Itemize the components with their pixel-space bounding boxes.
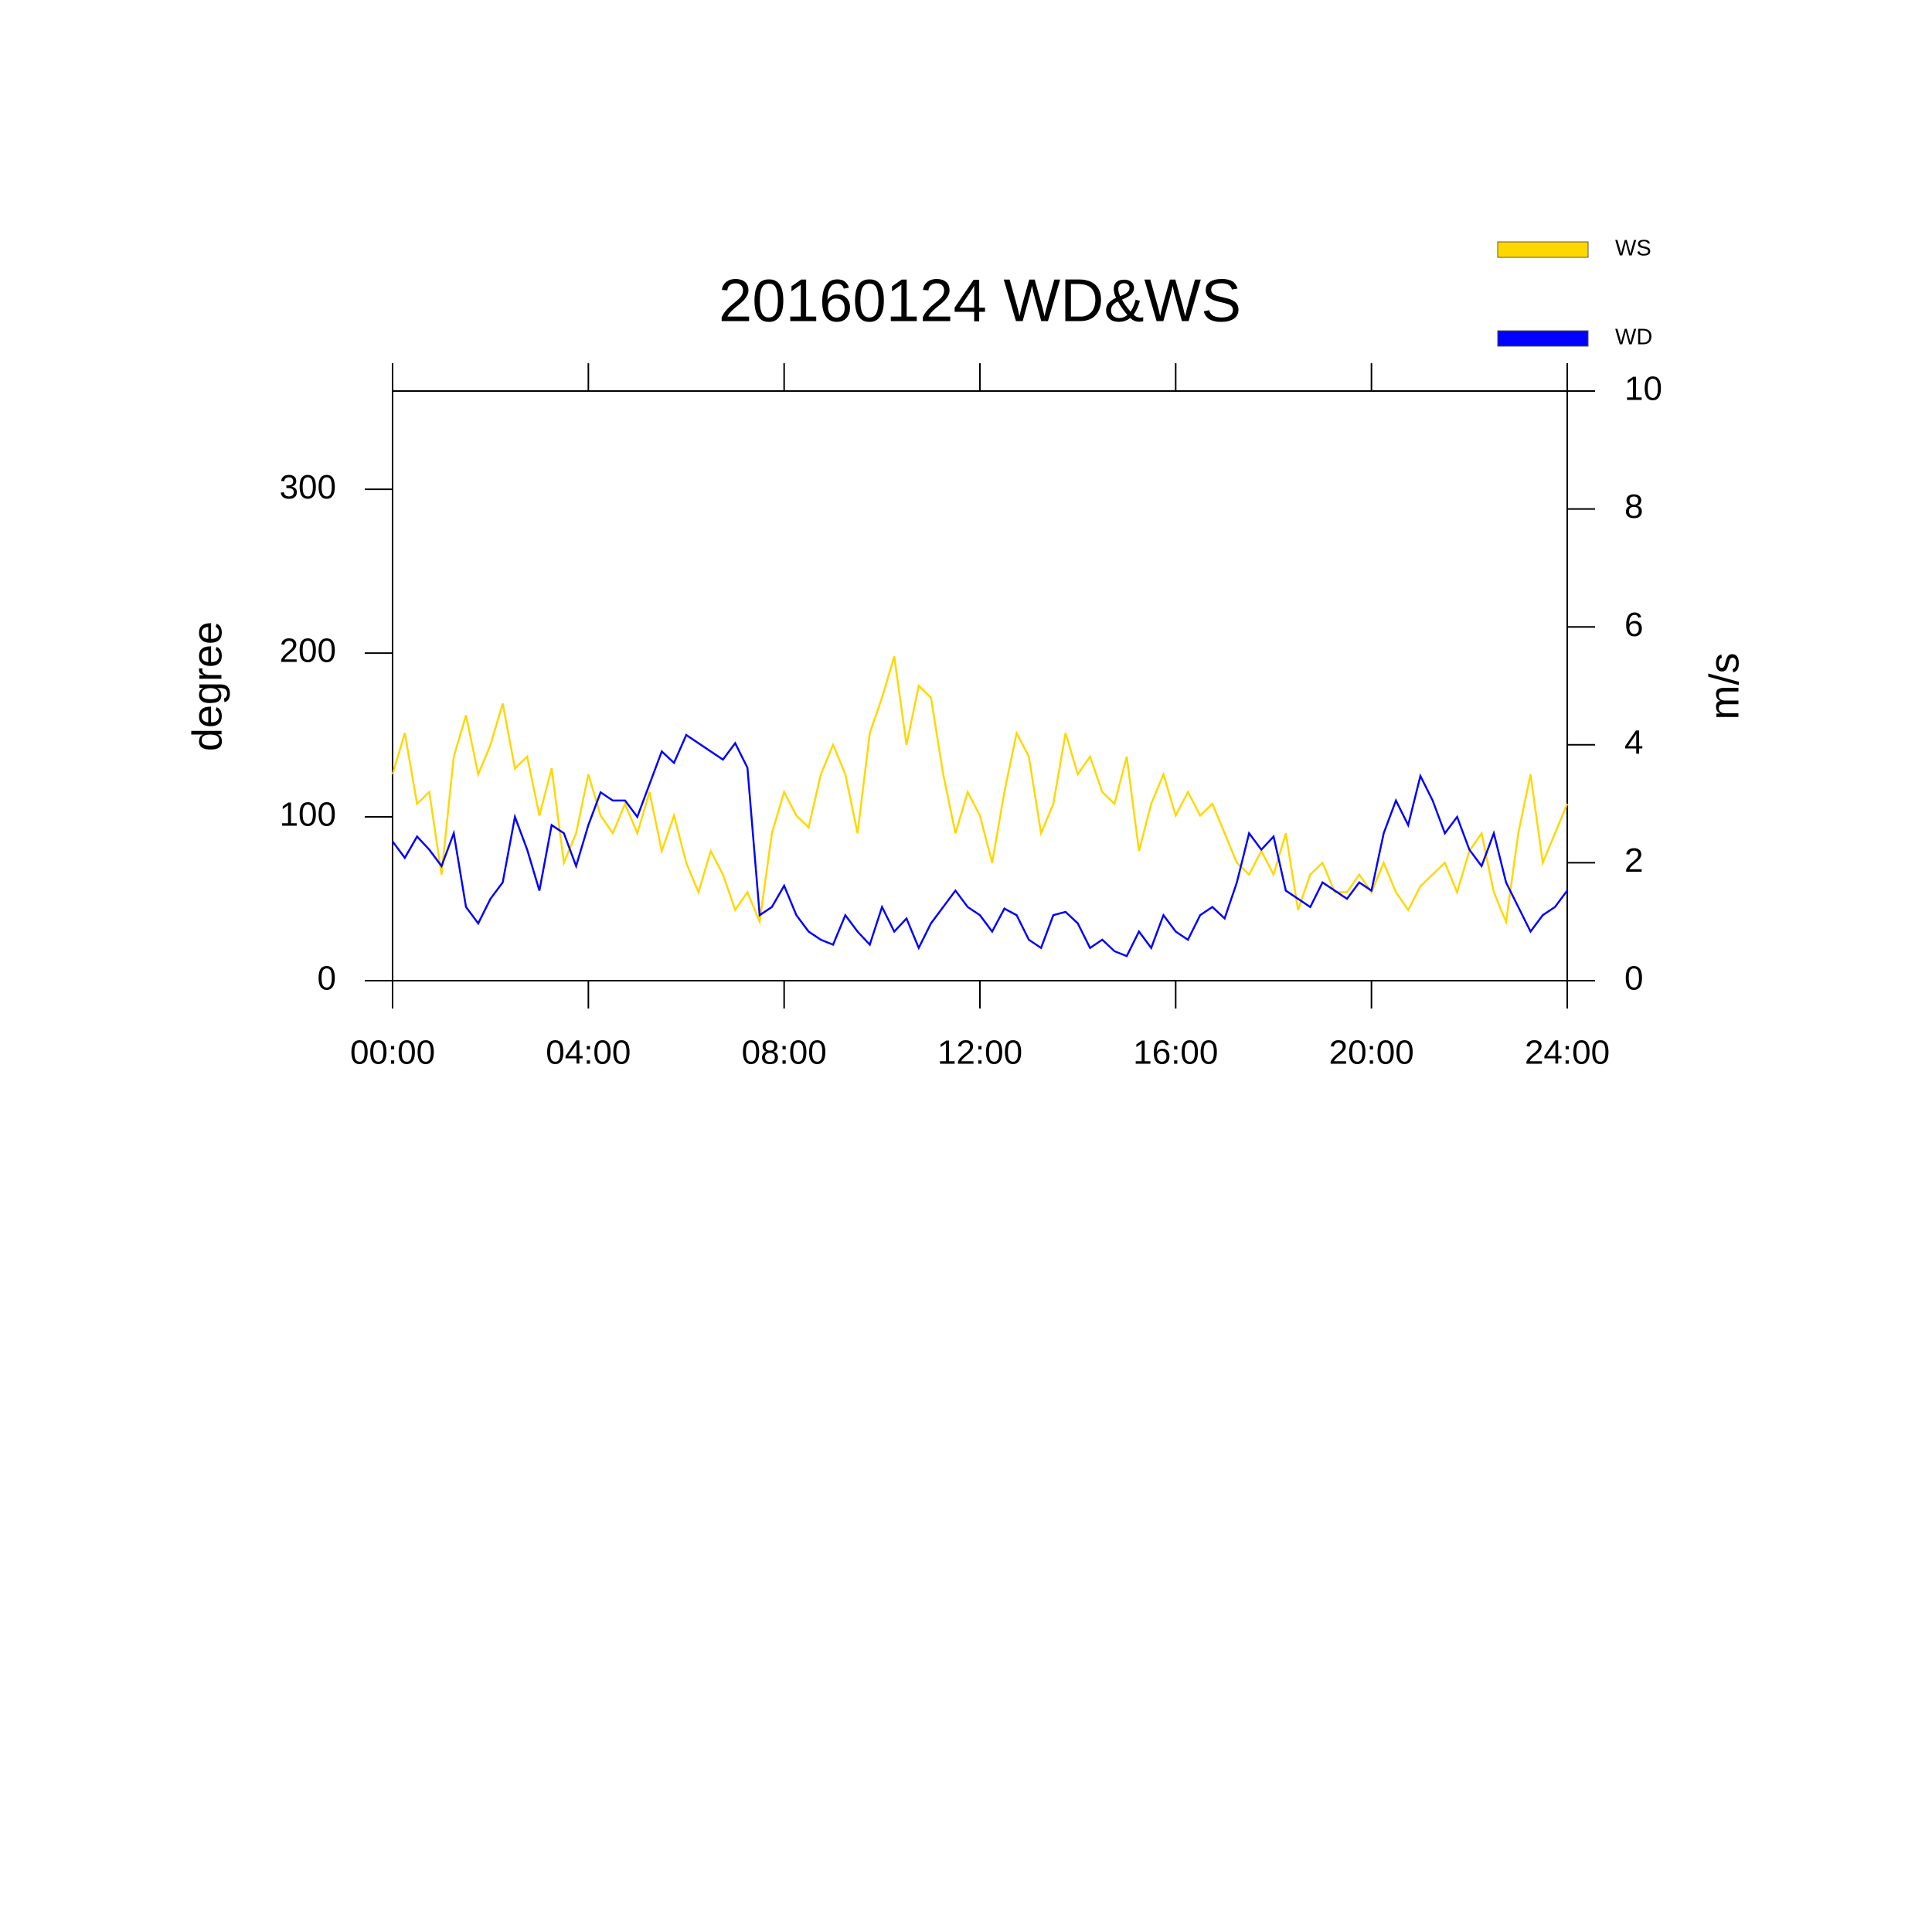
chart-title: 20160124 WD&WS [719,267,1241,335]
x-tick-label: 04:00 [546,1034,631,1072]
y2-tick-label: 6 [1624,606,1643,644]
y2-tick-label: 2 [1624,842,1643,879]
x-tick-label: 24:00 [1525,1034,1610,1072]
legend-label: WD [1615,325,1652,350]
x-tick-label: 16:00 [1133,1034,1218,1072]
x-tick-label: 00:00 [350,1034,435,1072]
y2-tick-label: 0 [1624,960,1643,998]
y2-tick-label: 4 [1624,723,1643,761]
y-axis-title: degree [184,621,230,751]
x-tick-label: 08:00 [742,1034,827,1072]
series-line [391,655,1569,926]
series-line [391,733,1569,957]
y-tick-label: 200 [280,632,336,670]
legend-swatch [1497,241,1589,258]
y2-axis-title: m/s [1701,653,1747,720]
y2-tick-label: 10 [1624,370,1662,408]
y-tick-label: 300 [280,468,336,506]
y-tick-label: 100 [280,796,336,834]
x-tick-label: 20:00 [1329,1034,1414,1072]
y2-tick-label: 8 [1624,488,1643,526]
legend-swatch [1497,330,1589,347]
x-tick-label: 12:00 [937,1034,1022,1072]
y-tick-label: 0 [318,960,336,998]
legend-label: WS [1615,236,1651,261]
